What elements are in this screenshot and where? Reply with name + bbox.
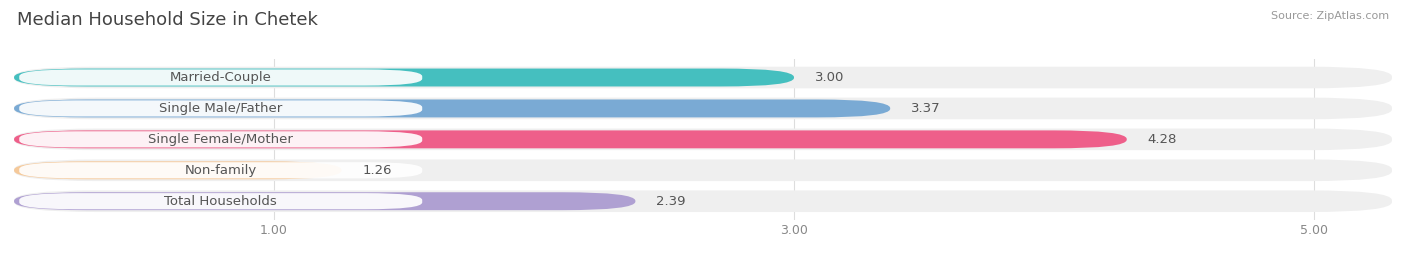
Text: Total Households: Total Households xyxy=(165,195,277,208)
Text: Single Male/Father: Single Male/Father xyxy=(159,102,283,115)
FancyBboxPatch shape xyxy=(14,159,1392,181)
Text: Source: ZipAtlas.com: Source: ZipAtlas.com xyxy=(1271,11,1389,21)
Text: Married-Couple: Married-Couple xyxy=(170,71,271,84)
Text: 2.39: 2.39 xyxy=(657,195,686,208)
FancyBboxPatch shape xyxy=(20,193,422,209)
FancyBboxPatch shape xyxy=(14,69,794,87)
FancyBboxPatch shape xyxy=(14,131,1126,148)
FancyBboxPatch shape xyxy=(20,69,422,85)
FancyBboxPatch shape xyxy=(14,98,1392,119)
FancyBboxPatch shape xyxy=(20,100,422,117)
FancyBboxPatch shape xyxy=(20,162,422,178)
FancyBboxPatch shape xyxy=(14,99,890,117)
FancyBboxPatch shape xyxy=(14,129,1392,150)
Text: 1.26: 1.26 xyxy=(363,164,392,177)
Text: Non-family: Non-family xyxy=(184,164,257,177)
FancyBboxPatch shape xyxy=(14,67,1392,88)
Text: 3.37: 3.37 xyxy=(911,102,941,115)
Text: 4.28: 4.28 xyxy=(1147,133,1177,146)
Text: 3.00: 3.00 xyxy=(815,71,844,84)
FancyBboxPatch shape xyxy=(14,161,342,179)
Text: Single Female/Mother: Single Female/Mother xyxy=(148,133,294,146)
FancyBboxPatch shape xyxy=(20,131,422,147)
Text: Median Household Size in Chetek: Median Household Size in Chetek xyxy=(17,11,318,29)
FancyBboxPatch shape xyxy=(14,190,1392,212)
FancyBboxPatch shape xyxy=(14,192,636,210)
